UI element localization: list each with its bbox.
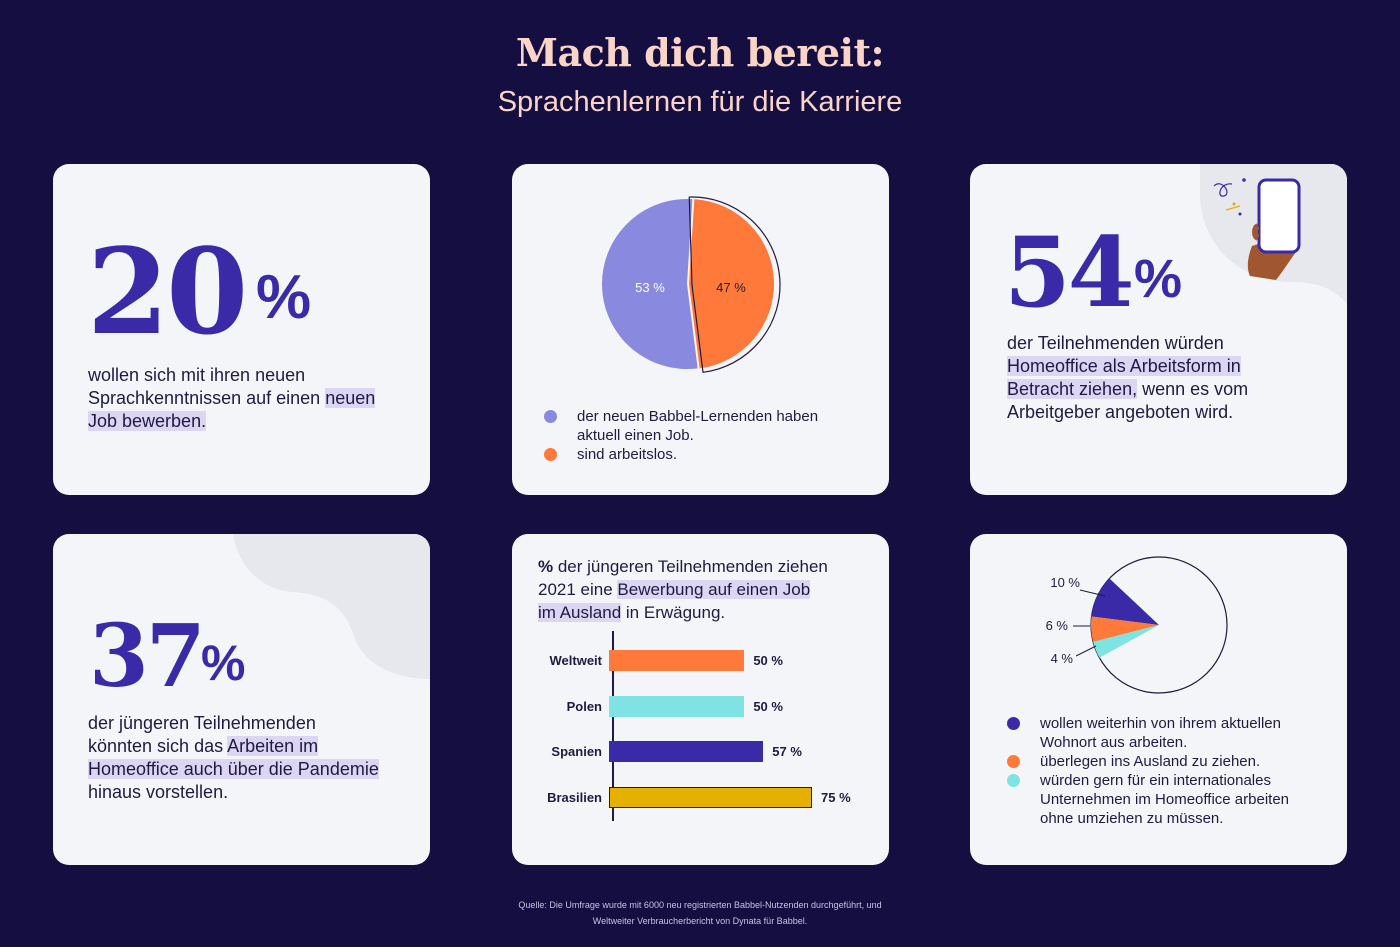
- stat-description: wollen sich mit ihren neuen Sprachkenntn…: [88, 364, 376, 433]
- percent-sign: %: [201, 635, 246, 691]
- leader-line: [1075, 645, 1097, 657]
- phone-hand-icon: [1213, 178, 1301, 280]
- legend-item-employed: der neuen Babbel-Lernenden haben aktuell…: [544, 407, 818, 445]
- stat-card-20: 20 % wollen sich mit ihren neuen Sprachk…: [53, 164, 430, 495]
- pie-slice-unemployed: [689, 199, 774, 369]
- pie-legend: wollen weiterhin von ihrem aktuellen Woh…: [1007, 714, 1289, 828]
- bar-category-label: Spanien: [551, 744, 602, 759]
- pie-label-stay: 10 %: [1050, 575, 1080, 590]
- stat-card-54: 54 % der Teilnehmenden würden Homeoffice…: [970, 164, 1347, 495]
- bar-value-label: 75 %: [821, 789, 851, 805]
- legend-item-stay: wollen weiterhin von ihrem aktuellen Woh…: [1007, 714, 1289, 752]
- page-title: Mach dich bereit:: [515, 30, 885, 75]
- bar-axis: [612, 631, 614, 821]
- stat-description: der jüngeren Teilnehmenden könnten sich …: [88, 712, 379, 804]
- source-note: Quelle: Die Umfrage wurde mit 6000 neu r…: [0, 897, 1400, 929]
- abroad-bar-card: % der jüngeren Teilnehmenden ziehen 2021…: [512, 534, 889, 865]
- card-decoration: [233, 534, 430, 679]
- legend-item-move: überlegen ins Ausland zu ziehen.: [1007, 752, 1289, 771]
- text-line: hinaus vorstellen.: [88, 782, 229, 802]
- percent-sign: %: [256, 263, 312, 332]
- percent-sign: %: [1134, 249, 1183, 309]
- bar-weltweit: [609, 650, 745, 671]
- pie-slice-intl: [1093, 625, 1159, 658]
- stat-number: 54: [1004, 216, 1135, 329]
- text-line: Sprachkenntnissen auf einen: [88, 388, 321, 408]
- bar-category-label: Brasilien: [547, 789, 602, 805]
- legend-text: würden gern für ein internationales: [1040, 772, 1271, 789]
- page-subtitle: Sprachenlernen für die Karriere: [497, 86, 903, 118]
- bar-chart-heading: % der jüngeren Teilnehmenden ziehen 2021…: [538, 555, 828, 624]
- source-line: Quelle: Die Umfrage wurde mit 6000 neu r…: [518, 900, 882, 910]
- legend-dot: [1007, 717, 1020, 730]
- bar-value-label: 57 %: [772, 744, 802, 759]
- bar-brasilien: [609, 786, 812, 808]
- pie-slice-outline: [688, 196, 781, 373]
- heading-bold: %: [538, 557, 554, 576]
- highlight-text: Bewerbung auf einen Job: [617, 580, 811, 599]
- legend-text: sind arbeitslos.: [577, 446, 678, 463]
- bar-category-label: Polen: [566, 698, 602, 714]
- abroad-bar-chart: Weltweit 50 % Polen 50 % Spanien 57 % Brasilie…: [512, 534, 889, 865]
- stat-number: 20: [87, 222, 248, 361]
- highlight-text: Arbeiten im: [227, 736, 319, 756]
- bar-spanien: [609, 741, 764, 762]
- homeoffice-pie-card: 10 % 6 % 4 % wollen weiterhin von ihrem …: [970, 534, 1347, 865]
- text-line: wenn es vom: [1137, 379, 1249, 399]
- stat-card-37: 37 % der jüngeren Teilnehmenden könnten …: [53, 534, 430, 865]
- text-line: könnten sich das: [88, 736, 228, 756]
- source-line: Weltweiter Verbraucherbericht von Dynata…: [592, 916, 808, 926]
- legend-text: der neuen Babbel-Lernenden haben: [577, 408, 819, 425]
- legend-dot: [1007, 755, 1020, 768]
- legend-text: wollen weiterhin von ihrem aktuellen: [1040, 715, 1281, 732]
- employment-pie-chart: 53 % 47 %: [602, 196, 781, 373]
- legend-text: aktuell einen Job.: [577, 427, 694, 444]
- highlight-text: neuen: [325, 388, 376, 408]
- pie-label-move: 6 %: [1046, 618, 1069, 633]
- text-line: wollen sich mit ihren neuen: [88, 365, 306, 385]
- bar-polen: [609, 695, 745, 717]
- homeoffice-pie-chart: 10 % 6 % 4 %: [1046, 556, 1228, 694]
- text-line: der jüngeren Teilnehmenden: [88, 713, 316, 733]
- legend-text: ohne umziehen zu müssen.: [1040, 810, 1224, 827]
- pie-label-employed: 53 %: [635, 280, 665, 295]
- legend-dot: [1007, 774, 1020, 787]
- highlight-text: Homeoffice auch über die Pandemie: [88, 759, 379, 779]
- highlight-text: im Ausland: [538, 603, 622, 622]
- highlight-text: Betracht ziehen,: [1007, 379, 1138, 399]
- legend-text: Wohnort aus arbeiten.: [1040, 734, 1188, 751]
- pie-label-unemployed: 47 %: [716, 280, 746, 295]
- legend-dot: [544, 448, 557, 461]
- text-line: Arbeitgeber angeboten wird.: [1007, 402, 1234, 422]
- text-line: in Erwägung.: [621, 603, 726, 622]
- text-line: 2021 eine: [538, 580, 618, 599]
- pie-label-intl: 4 %: [1051, 651, 1074, 666]
- legend-text: Unternehmen im Homeoffice arbeiten: [1040, 791, 1290, 808]
- bar-value-label: 50 %: [753, 653, 783, 668]
- legend-item-unemployed: sind arbeitslos.: [544, 445, 818, 464]
- stat-number: 37: [89, 606, 206, 707]
- legend-item-intl: würden gern für ein internationales Unte…: [1007, 771, 1289, 828]
- stat-description: der Teilnehmenden würden Homeoffice als …: [1007, 332, 1248, 424]
- pie-slice-stay: [1091, 578, 1159, 625]
- text-line: der Teilnehmenden würden: [1007, 333, 1224, 353]
- pie-slice-move: [1091, 616, 1159, 642]
- legend-text: überlegen ins Ausland zu ziehen.: [1040, 753, 1261, 770]
- pie-legend: der neuen Babbel-Lernenden haben aktuell…: [544, 407, 818, 464]
- highlight-text: Homeoffice als Arbeitsform in: [1007, 356, 1241, 376]
- employment-pie-card: 53 % 47 % der neuen Babbel-Lernenden hab…: [512, 164, 889, 495]
- bar-category-label: Weltweit: [549, 653, 603, 668]
- highlight-text: Job bewerben.: [88, 411, 207, 431]
- pie-slice-employed: [602, 199, 698, 369]
- text-line: der jüngeren Teilnehmenden ziehen: [553, 557, 828, 576]
- legend-dot: [544, 410, 557, 423]
- leader-line: [1079, 589, 1106, 597]
- bar-value-label: 50 %: [753, 698, 783, 714]
